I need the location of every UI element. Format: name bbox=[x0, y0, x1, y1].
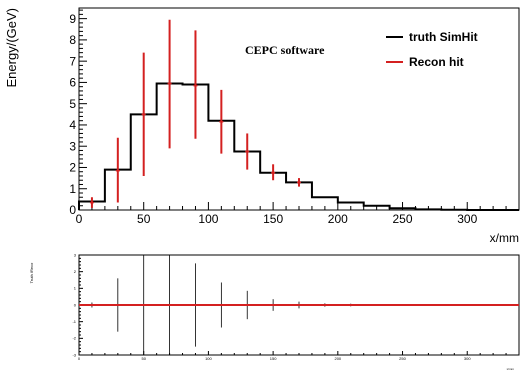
main-y-tick-label: 3 bbox=[69, 139, 76, 153]
ratio-plot-series bbox=[79, 255, 519, 355]
main-x-tick-label: 100 bbox=[198, 212, 218, 226]
main-x-tick-label: 0 bbox=[76, 212, 83, 226]
main-y-tick-label: 4 bbox=[69, 118, 76, 132]
annotation-text: CEPC software bbox=[245, 43, 325, 57]
ratio-y-tick-label: 2 bbox=[74, 269, 77, 274]
ratio-y-tick-label: 0 bbox=[74, 302, 77, 307]
ratio-x-tick-label: 100 bbox=[205, 356, 212, 361]
ratio-y-tick-label: -2 bbox=[72, 336, 76, 341]
ratio-x-axis-label: x/mm bbox=[507, 367, 515, 371]
legend-label-recon-hit: Recon hit bbox=[409, 55, 464, 69]
ratio-y-tick-label: 3 bbox=[74, 252, 77, 257]
ratio-x-tick-label: 150 bbox=[270, 356, 277, 361]
main-x-tick-label: 300 bbox=[457, 212, 477, 226]
ratio-x-tick-label: 250 bbox=[399, 356, 406, 361]
ratio-x-tick-label: 50 bbox=[141, 356, 146, 361]
recon-hit-point bbox=[245, 133, 250, 170]
main-y-tick-label: 0 bbox=[69, 203, 76, 217]
main-y-tick-label: 6 bbox=[69, 76, 76, 90]
main-plot-panel: 0 50 100 150 200 250 300 0 1 2 3 4 5 6 7 8 9 Energy/(GeV… bbox=[4, 7, 520, 245]
ratio-y-tick-label: -3 bbox=[72, 352, 76, 357]
ratio-x-tick-label: 200 bbox=[334, 356, 341, 361]
ratio-plot-axis-ticks bbox=[78, 254, 520, 356]
ratio-plot-tick-labels: 0 50 100 150 200 250 300 -3 -2 -1 0 1 2 3 bbox=[72, 252, 471, 361]
main-x-tick-label: 150 bbox=[263, 212, 283, 226]
recon-hit-point bbox=[141, 52, 146, 176]
ratio-y-tick-label: 1 bbox=[74, 286, 77, 291]
main-y-tick-label: 2 bbox=[69, 161, 76, 175]
recon-hit-point bbox=[193, 30, 198, 139]
ratio-x-tick-label: 0 bbox=[78, 356, 81, 361]
ratio-y-axis-label: Truth /Reco bbox=[29, 262, 34, 284]
y-axis-label: Energy/(GeV) bbox=[4, 8, 19, 87]
main-x-tick-label: 50 bbox=[137, 212, 151, 226]
main-y-tick-label: 7 bbox=[69, 54, 76, 68]
recon-hit-point bbox=[167, 19, 172, 149]
main-plot-series bbox=[78, 19, 519, 211]
main-x-tick-label: 250 bbox=[393, 212, 413, 226]
recon-hit-point bbox=[271, 164, 276, 181]
recon-hit-point bbox=[89, 197, 94, 208]
main-x-tick-label: 200 bbox=[328, 212, 348, 226]
main-y-tick-label: 8 bbox=[69, 33, 76, 47]
recon-hit-point bbox=[297, 178, 301, 187]
main-y-tick-label: 9 bbox=[69, 12, 76, 26]
x-axis-label: x/mm bbox=[490, 231, 519, 245]
main-y-tick-label: 5 bbox=[69, 97, 76, 111]
recon-hit-point bbox=[219, 89, 224, 154]
ratio-y-tick-label: -1 bbox=[72, 319, 76, 324]
main-plot-tick-labels: 0 50 100 150 200 250 300 0 1 2 3 4 5 6 7 8 9 bbox=[69, 12, 477, 226]
main-y-tick-label: 1 bbox=[69, 182, 76, 196]
recon-hit-point bbox=[115, 137, 120, 203]
ratio-x-tick-label: 300 bbox=[464, 356, 471, 361]
legend-label-truth-simhit: truth SimHit bbox=[409, 30, 478, 44]
legend: truth SimHit Recon hit bbox=[386, 30, 478, 69]
ratio-plot-panel: 0 50 100 150 200 250 300 -3 -2 -1 0 1 2 3 Truth /Reco… bbox=[29, 252, 520, 371]
